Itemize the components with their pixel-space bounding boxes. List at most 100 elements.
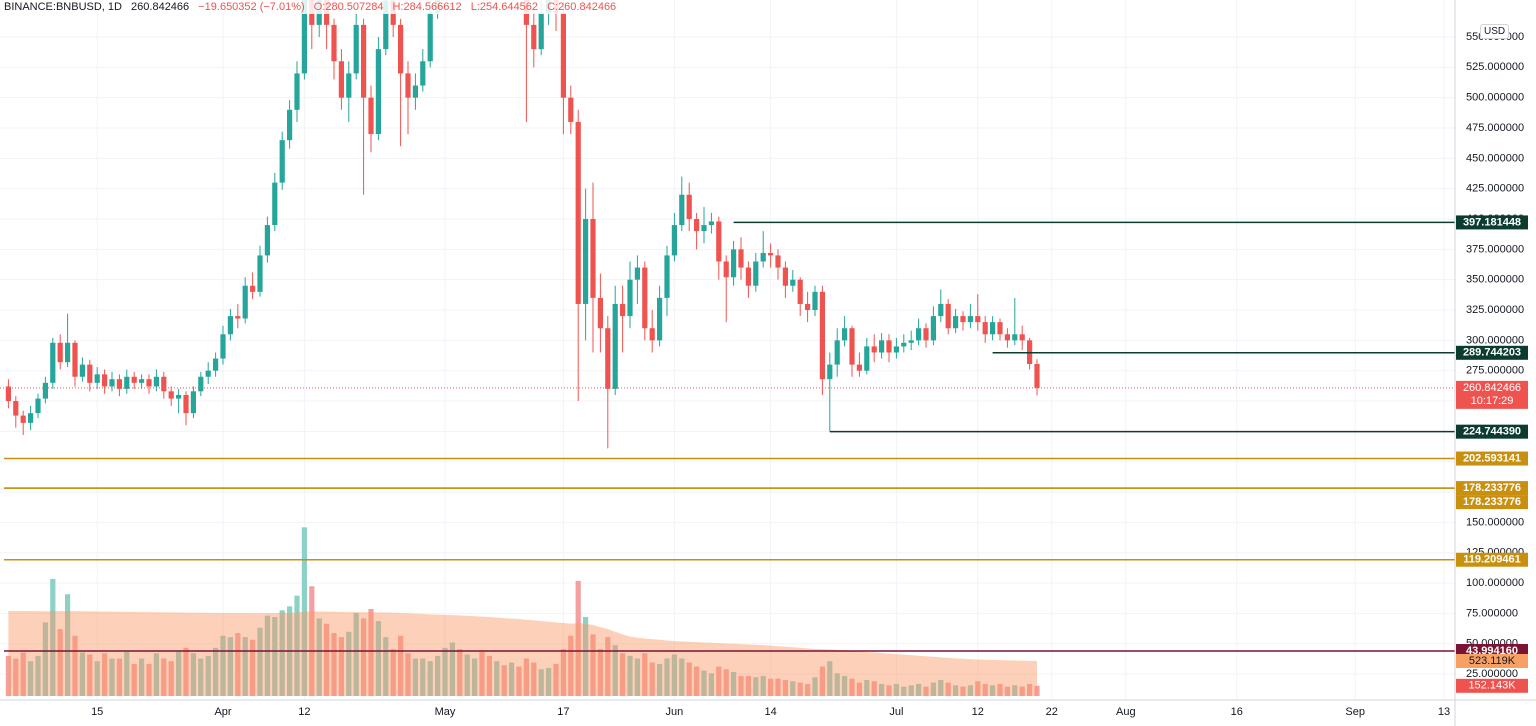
volume-bar	[1004, 686, 1010, 696]
y-tick-label: 325.000000	[1466, 304, 1524, 316]
candle-body	[346, 73, 352, 98]
volume-bar	[797, 682, 803, 696]
volume-bar	[723, 669, 729, 696]
volume-bar	[146, 663, 152, 696]
volume-bar	[472, 658, 478, 696]
y-tick-label: 500.000000	[1466, 92, 1524, 104]
candle-body	[361, 24, 367, 98]
volume-bar	[686, 662, 692, 696]
volume-bar	[930, 682, 936, 696]
candle-body	[620, 303, 626, 317]
candle-body	[716, 221, 722, 262]
volume-bar	[494, 661, 500, 696]
candle-body	[590, 219, 596, 298]
change: −19.650352 (−7.01%)	[198, 1, 305, 13]
volume-bar	[176, 651, 182, 696]
volume-bar	[546, 667, 552, 696]
volume-bar	[375, 621, 381, 696]
volume-bar	[65, 594, 71, 696]
level-label-box	[1456, 481, 1528, 496]
volume-bar	[464, 654, 470, 696]
currency-button[interactable]: USD	[1480, 24, 1510, 39]
candle-body	[227, 316, 233, 335]
volume-bar	[657, 663, 663, 696]
volume-bar	[501, 665, 507, 696]
volume-bar	[257, 627, 263, 696]
candle-body	[250, 285, 256, 292]
level-label: 224.744390	[1463, 426, 1521, 438]
plot-area	[0, 0, 1455, 696]
x-tick-label: Sep	[1345, 706, 1365, 718]
symbol: BINANCE:BNBUSD, 1D	[4, 1, 122, 13]
candle-body	[775, 255, 781, 268]
volume-bar	[131, 663, 137, 696]
price: 260.842466	[131, 1, 190, 13]
candle-body	[1012, 334, 1018, 341]
candle-body	[161, 376, 167, 392]
volume-bar	[701, 670, 707, 696]
volume-bar	[42, 622, 48, 696]
candle-body	[124, 376, 130, 389]
volume-bar	[856, 682, 862, 696]
candle-body	[87, 364, 93, 383]
volume-bar	[509, 662, 515, 696]
volume-bar	[849, 678, 855, 696]
candle-body	[694, 219, 700, 232]
grid	[0, 0, 1455, 700]
candle-body	[797, 279, 803, 304]
volume-bar	[553, 663, 559, 696]
candle-body	[116, 379, 122, 389]
volume-bar	[967, 685, 973, 696]
candle-body	[782, 267, 788, 286]
candle-body	[198, 376, 204, 392]
volume-bar	[301, 527, 307, 696]
level-label: 289.744203	[1463, 347, 1521, 359]
candle-body	[879, 340, 885, 353]
candle-body	[398, 24, 404, 74]
volume-bar	[331, 633, 337, 696]
candle-body	[597, 297, 603, 329]
y-tick-label: 375.000000	[1466, 243, 1524, 255]
volume-bar	[997, 683, 1003, 696]
y-tick-label: 350.000000	[1466, 274, 1524, 286]
volume-bar	[560, 649, 566, 696]
volume-bar	[153, 653, 159, 696]
volume-bar	[190, 653, 196, 696]
candle-body	[131, 376, 137, 383]
candle-body	[235, 316, 241, 319]
x-tick-label: 13	[1438, 706, 1450, 718]
candle-body	[982, 322, 988, 335]
x-tick-label: 16	[1231, 706, 1243, 718]
volume-bar	[568, 635, 574, 696]
candle-body	[94, 374, 100, 383]
x-tick-label: May	[435, 706, 456, 718]
volume-bar	[597, 649, 603, 696]
candle-body	[13, 401, 19, 416]
candle-body	[812, 291, 818, 311]
candle-body	[383, 0, 389, 50]
volume-bar	[338, 637, 344, 696]
volume-ma-label: 523.119K	[1469, 655, 1516, 667]
volume-bar	[116, 658, 122, 696]
level-label-box	[1456, 451, 1528, 466]
volume-bar	[35, 655, 41, 696]
volume-bar	[842, 675, 848, 696]
legend-header: BINANCE:BNBUSD, 1D 260.842466 −19.650352…	[4, 0, 623, 14]
volume-ma-box	[1456, 653, 1528, 668]
candle-body	[538, 12, 544, 50]
volume-bar	[264, 615, 270, 696]
candle-body	[279, 140, 285, 183]
candle-body	[20, 415, 26, 423]
last-price-box	[1456, 380, 1528, 409]
candle-body	[560, 12, 566, 98]
volume-bar	[834, 673, 840, 696]
volume-bar	[938, 679, 944, 696]
volume-bar	[242, 637, 248, 696]
candle-body	[531, 24, 537, 50]
level-label: 178.233776	[1463, 496, 1521, 508]
volume-bar	[901, 686, 907, 696]
volume-bar	[664, 658, 670, 696]
volume-bar	[805, 683, 811, 696]
candle-body	[139, 379, 145, 383]
